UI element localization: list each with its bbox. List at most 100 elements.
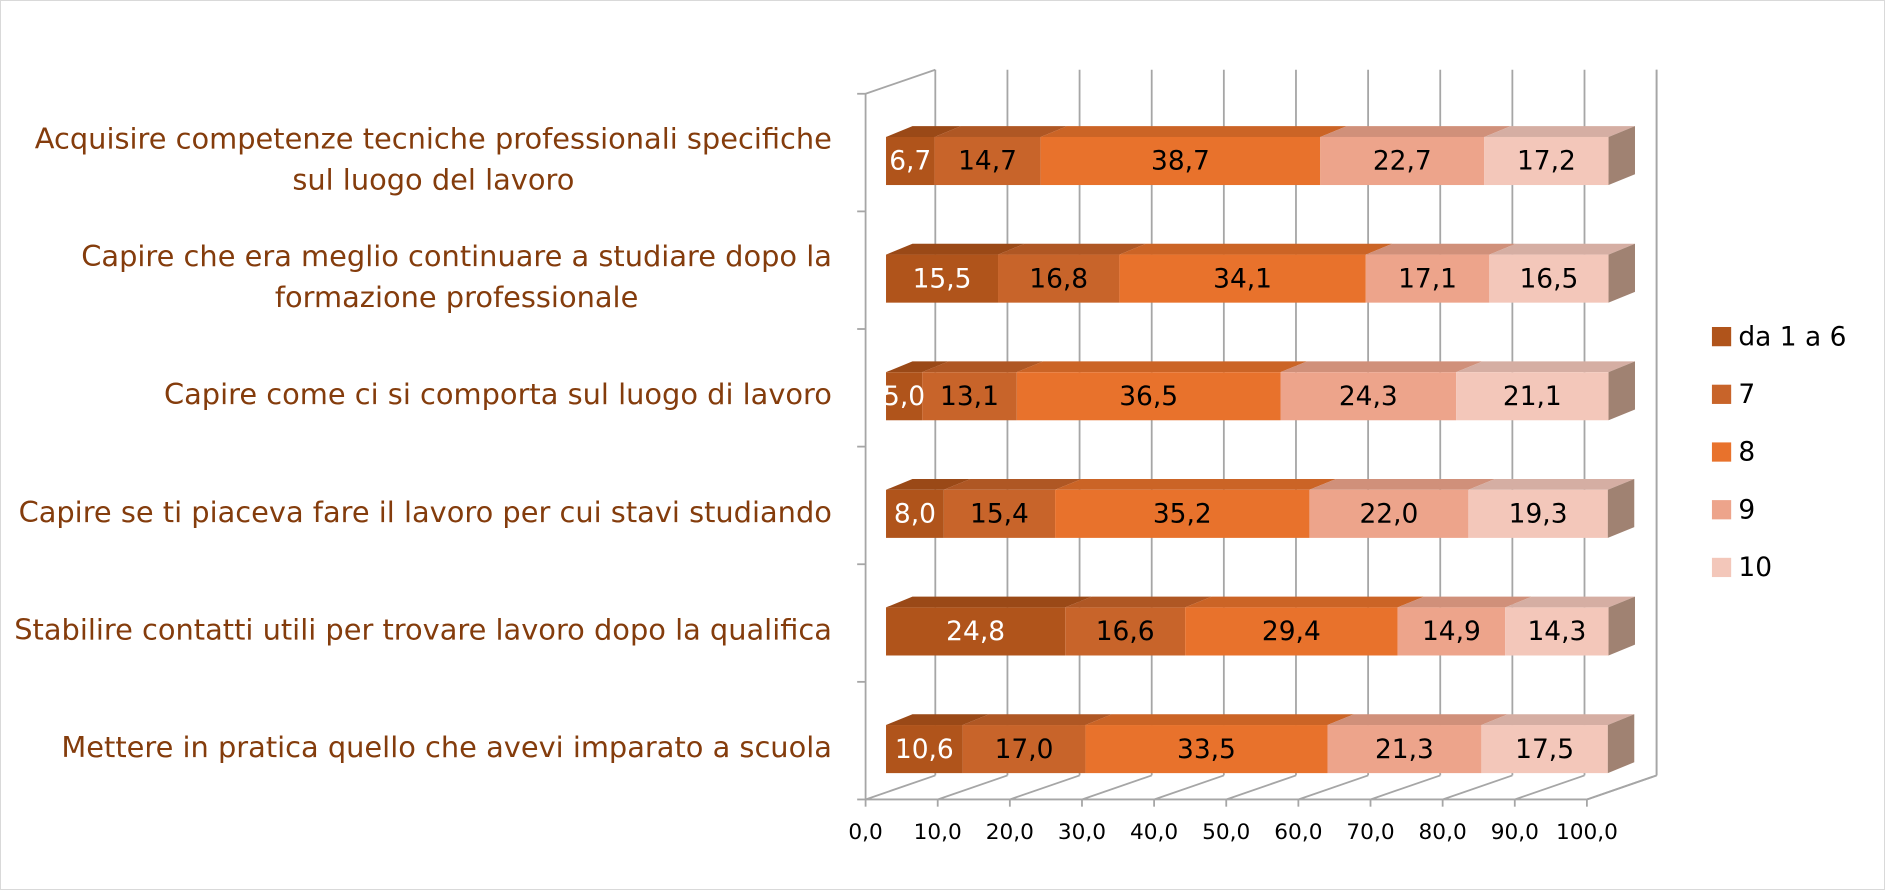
- bar-top: [998, 243, 1146, 255]
- grid-line: [1586, 774, 1657, 801]
- value-label: 22,0: [1359, 499, 1418, 530]
- bar-top: [1365, 243, 1516, 255]
- grid-line: [937, 774, 1008, 801]
- value-label: 24,3: [1339, 381, 1398, 412]
- bar-end: [1607, 714, 1635, 774]
- value-label: 6,7: [889, 146, 931, 177]
- value-label: 15,4: [970, 499, 1029, 530]
- bar-top: [1040, 126, 1347, 137]
- bar-top: [934, 126, 1068, 137]
- bar: [1327, 725, 1482, 774]
- bar-top: [886, 126, 961, 137]
- x-tick-label: 40,0: [1130, 820, 1178, 845]
- bar-top-shade: [1185, 596, 1425, 608]
- value-label: 17,2: [1517, 146, 1576, 177]
- bar-top-shade: [934, 126, 1068, 137]
- bar-top: [1481, 714, 1635, 726]
- x-tick-label: 10,0: [914, 820, 962, 845]
- bar-top-shade: [1055, 478, 1336, 490]
- legend-swatch: [1711, 500, 1732, 520]
- grid-line: [1153, 774, 1225, 801]
- category-label-line: Acquisire competenze tecniche profession…: [35, 122, 832, 156]
- bar-top-shade: [886, 714, 990, 726]
- bar-top: [1327, 714, 1508, 726]
- x-tick-label: 60,0: [1274, 820, 1322, 845]
- value-label: 21,1: [1503, 381, 1562, 412]
- bar-top-shade: [1456, 361, 1635, 373]
- bar-top: [1185, 596, 1425, 608]
- value-label: 16,6: [1096, 616, 1155, 647]
- value-label: 17,1: [1398, 263, 1457, 294]
- bar-end: [1608, 361, 1635, 421]
- value-label: 29,4: [1262, 616, 1321, 647]
- bar-top: [1320, 126, 1511, 137]
- value-label: 13,1: [940, 381, 999, 412]
- bar-end: [1608, 126, 1635, 186]
- bar-top-shade: [886, 478, 971, 490]
- bar: [1484, 136, 1609, 186]
- bar-top-shade: [1016, 361, 1307, 373]
- bar: [886, 607, 1066, 656]
- value-label: 10,6: [895, 734, 954, 765]
- bar: [1309, 489, 1469, 538]
- bar-top-shade: [1119, 243, 1393, 255]
- bar-top-shade: [1505, 596, 1635, 608]
- category-label-line: Stabilire contatti utili per trovare lav…: [14, 612, 832, 646]
- value-label: 34,1: [1213, 263, 1272, 294]
- plot: 0,0 10,0 20,0 30,0 40,0 50,0 60,0 70,0 80,0 90,0 1…: [14, 68, 1846, 845]
- category-label-line: Mettere in pratica quello che avevi impa…: [61, 730, 832, 764]
- category-label: Stabilire contatti utili per trovare lav…: [14, 612, 832, 646]
- bar-top-shade: [1065, 596, 1212, 608]
- bar: [1489, 254, 1609, 303]
- x-tick-label: 20,0: [986, 820, 1034, 845]
- bar-top: [1309, 478, 1495, 490]
- bar-top: [1119, 243, 1393, 255]
- category-label-line: Capire se ti piaceva fare il lavoro per …: [19, 495, 832, 529]
- legend-label: da 1 a 6: [1738, 321, 1846, 352]
- bar-top-shade: [886, 243, 1025, 255]
- category-label: Capire come ci si comporta sul luogo di …: [164, 377, 832, 411]
- bar: [1505, 607, 1609, 656]
- bar: [922, 372, 1017, 421]
- x-tick-label: 100,0: [1556, 820, 1618, 845]
- bar: [886, 489, 944, 538]
- bar: [1185, 607, 1398, 656]
- bar-top-shade: [886, 361, 949, 373]
- value-label: 36,5: [1119, 381, 1178, 412]
- bar-top-shade: [1040, 126, 1347, 137]
- bar-top: [1055, 478, 1336, 490]
- bar-top-shade: [1397, 596, 1532, 608]
- bar-top: [962, 714, 1112, 726]
- bar-top: [1505, 596, 1635, 608]
- bar-end: [1607, 478, 1635, 538]
- bar-top: [1489, 243, 1635, 255]
- value-label: 17,0: [995, 734, 1054, 765]
- bar: [1397, 607, 1506, 656]
- bar-top-shade: [1468, 478, 1635, 490]
- bar-top: [886, 714, 990, 726]
- grid-line: [1514, 774, 1585, 801]
- value-label: 8,0: [894, 499, 936, 530]
- value-label: 22,7: [1373, 146, 1432, 177]
- x-tick-label: 80,0: [1419, 820, 1467, 845]
- bar: [886, 136, 935, 186]
- bar-top: [943, 478, 1082, 490]
- bar-top-shade: [1484, 126, 1635, 137]
- category-label: Capire se ti piaceva fare il lavoro per …: [19, 495, 832, 529]
- x-tick-label: 0,0: [848, 820, 882, 845]
- bar-top-shade: [886, 126, 961, 137]
- bar-top: [1456, 361, 1635, 373]
- grid-line: [1081, 774, 1153, 801]
- grid-line: [1298, 774, 1369, 801]
- bar: [1481, 725, 1608, 774]
- category-label-line: formazione professionale: [275, 280, 638, 314]
- grid-line: [1370, 774, 1441, 801]
- bar: [886, 254, 999, 303]
- bar-top: [1484, 126, 1635, 137]
- bar: [1085, 725, 1328, 774]
- value-label: 16,8: [1029, 263, 1088, 294]
- grid-line: [1009, 774, 1080, 801]
- bar: [886, 725, 963, 774]
